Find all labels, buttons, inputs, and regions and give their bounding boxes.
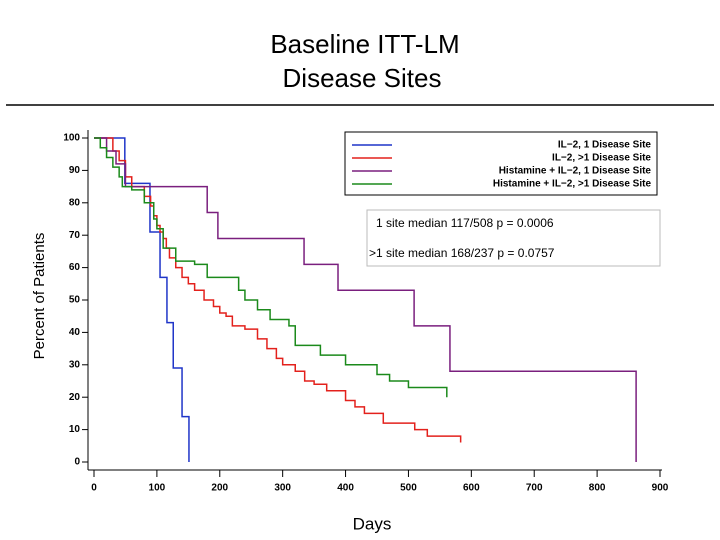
y-tick-label: 80	[69, 197, 81, 208]
annotation: 1 site median 117/508 p = 0.0006	[376, 216, 554, 230]
survival-curve	[94, 137, 462, 443]
chart-title: Baseline ITT-LM	[270, 29, 459, 59]
x-tick-label: 600	[463, 483, 480, 494]
survival-curve	[94, 137, 637, 462]
x-tick-label: 300	[274, 483, 291, 494]
legend-label: Histamine + IL−2, >1 Disease Site	[493, 179, 652, 190]
y-tick-label: 100	[63, 133, 80, 144]
annotation-box	[366, 209, 661, 267]
x-tick-label: 500	[400, 483, 417, 494]
y-tick-label: 50	[69, 295, 81, 306]
x-tick-label: 100	[149, 483, 166, 494]
y-tick-label: 20	[69, 392, 81, 403]
y-tick-label: 0	[74, 457, 80, 468]
legend-label: IL−2, >1 Disease Site	[552, 153, 651, 164]
y-tick-label: 10	[69, 424, 81, 435]
x-tick-label: 700	[526, 483, 543, 494]
y-tick-label: 90	[69, 165, 81, 176]
chart-title: Disease Sites	[283, 63, 442, 93]
survival-curve	[94, 137, 448, 398]
x-tick-label: 400	[337, 483, 354, 494]
y-tick-label: 60	[69, 262, 81, 273]
x-tick-label: 0	[91, 483, 97, 494]
legend-label: Histamine + IL−2, 1 Disease Site	[499, 166, 652, 177]
legend-label: IL−2, 1 Disease Site	[558, 140, 652, 151]
y-tick-label: 30	[69, 359, 81, 370]
y-axis-label: Percent of Patients	[31, 233, 48, 360]
legend-box	[344, 131, 658, 196]
annotation: >1 site median 168/237 p = 0.0757	[369, 246, 555, 260]
survival-curve	[94, 137, 190, 462]
x-tick-label: 200	[211, 483, 228, 494]
y-tick-label: 40	[69, 327, 81, 338]
y-tick-label: 70	[69, 230, 81, 241]
x-tick-label: 900	[652, 483, 669, 494]
x-axis-label: Days	[353, 514, 392, 533]
x-tick-label: 800	[589, 483, 606, 494]
